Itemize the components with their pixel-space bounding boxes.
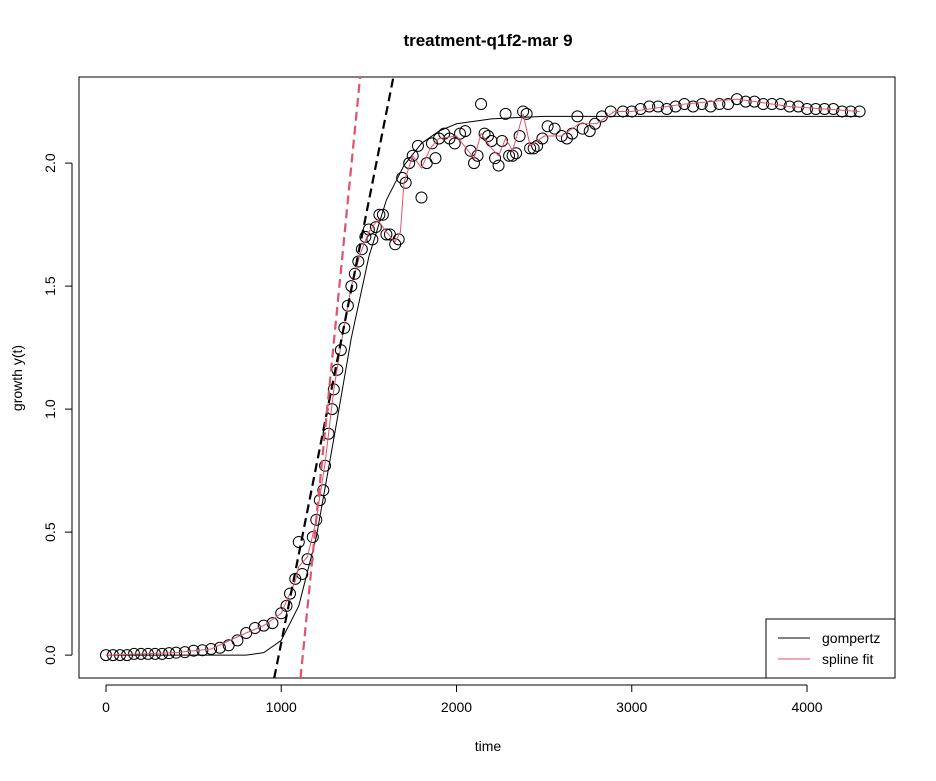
data-point [536,132,549,145]
data-point [448,137,461,150]
data-point [380,228,393,241]
data-point [338,321,351,334]
data-point [373,208,386,221]
data-point [292,535,305,548]
x-axis-label: time [475,738,502,754]
x-tick-label: 2000 [441,699,472,715]
data-point [415,191,428,204]
data-point [284,587,297,600]
curve [105,115,860,656]
legend-box [765,618,896,679]
data-point [524,142,537,155]
curve [105,98,860,656]
y-tick-label: 1.5 [42,276,58,296]
plot-frame [78,76,896,679]
data-point [310,513,323,526]
data-point [836,105,849,118]
y-tick-label: 0.5 [42,522,58,542]
data-point [765,98,778,111]
data-point [429,152,442,165]
data-point [355,243,368,256]
x-tick-label: 0 [102,699,110,715]
data-point [492,159,505,172]
data-point [322,427,335,440]
x-tick-label: 3000 [616,699,647,715]
data-point [366,233,379,246]
data-point [513,130,526,143]
data-point [403,157,416,170]
data-point [248,622,261,635]
data-point [730,93,743,106]
data-point [341,299,354,312]
data-point [352,255,365,268]
data-point [482,130,495,143]
y-tick-label: 2.0 [42,153,58,173]
data-point [306,531,319,544]
data-point [541,120,554,133]
data-point [713,98,726,111]
data-point [678,98,691,111]
data-point [454,127,467,140]
tangent-line [273,77,395,678]
chart-title: treatment-q1f2-mar 9 [403,31,572,50]
data-point [327,383,340,396]
data-point [348,267,361,280]
data-point [411,139,424,152]
y-axis-label: growth y(t) [9,345,25,411]
data-point [459,125,472,138]
data-point [362,223,375,236]
data-point [687,100,700,113]
legend-label: gompertz [822,630,880,646]
data-point [510,147,523,160]
legend-label: spline fit [822,651,873,667]
data-point [704,100,717,113]
data-point [156,647,169,660]
data-point [406,149,419,162]
data-point [748,95,761,108]
data-point [496,134,509,147]
data-point [531,139,544,152]
data-point [576,122,589,135]
x-tick-label: 1000 [266,699,297,715]
data-point [468,157,481,170]
data-point [376,208,389,221]
data-point [231,634,244,647]
data-point [660,102,673,115]
data-point [359,230,372,243]
data-point [695,98,708,111]
data-point [583,125,596,138]
data-point [643,100,656,113]
data-point [520,107,533,120]
tangent-line [299,77,362,678]
data-point [503,149,516,162]
data-point [499,107,512,120]
data-point [205,642,218,655]
y-tick-label: 1.0 [42,399,58,419]
y-tick-label: 0.0 [42,645,58,665]
x-tick-label: 4000 [791,699,822,715]
data-point [548,122,561,135]
data-point [475,98,488,111]
data-point [257,619,270,632]
data-point [801,102,814,115]
plot-area [99,77,866,678]
data-point [389,238,402,251]
data-point [485,134,498,147]
